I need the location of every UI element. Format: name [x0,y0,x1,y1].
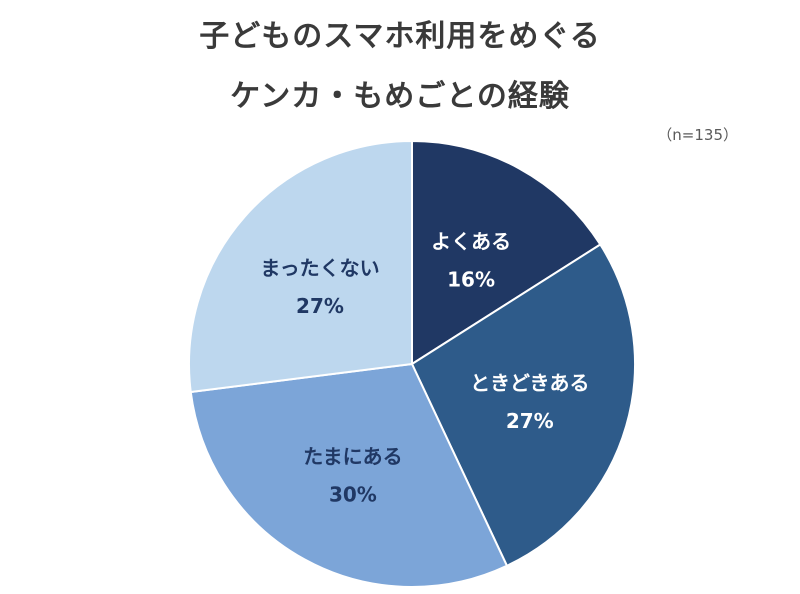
slice-category-label: よくある [431,230,511,254]
slice-value-label: 16% [447,268,495,292]
chart-title-line-2: ケンカ・もめごとの経験 [230,79,570,114]
pie-slice [411,139,602,366]
pie-slice [189,362,509,588]
slice-category-label: まったくない [260,256,379,280]
sample-size-label: （n=135） [657,126,738,144]
pie-slice [410,243,636,568]
pie-slice [188,139,413,394]
slice-category-label: ときどきある [470,371,589,395]
chart-title-line-1: 子どものスマホ利用をめぐる [199,19,601,54]
slice-value-label: 30% [329,482,377,506]
slice-category-label: たまにある [303,444,402,468]
slice-value-label: 27% [506,409,554,433]
slice-value-label: 27% [296,294,344,318]
